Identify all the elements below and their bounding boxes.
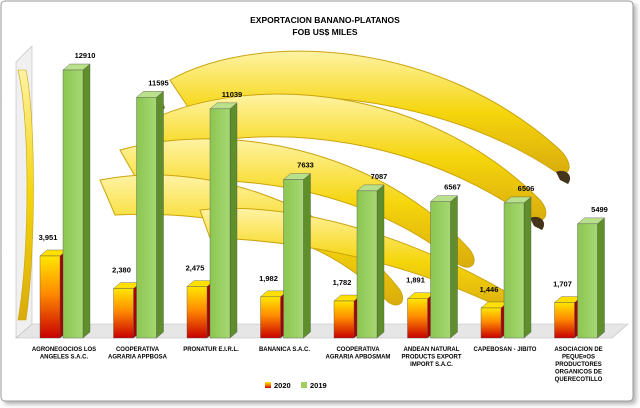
category-label-1: COOPERATIVA AGRARIA APPBOSA [108,347,168,361]
category-label-6: CAPEBOSAN - JIBITO [474,347,537,353]
value-label-2019-2: 11039 [222,90,242,99]
bar-2020-4-front [333,300,355,339]
legend-label-2019: 2019 [310,381,327,390]
bar-2020-5-front [407,298,428,339]
bar-2019-2-front [209,108,231,339]
plot-floor [15,323,629,339]
bar-2019-3 [282,173,312,339]
category-label-line-5-1: PRODUCTS EXPORT [401,355,461,361]
value-label-2020-3: 1,982 [259,274,278,283]
value-label-2019-0: 12910 [75,51,96,60]
bar-2019-7 [576,217,606,339]
chart-title: EXPORTACION BANANO-PLATANOS [250,15,400,25]
category-label-line-5-2: IMPORT S.A.C. [410,362,453,368]
category-label-line-7-2: PRODUCTORES [555,362,602,368]
category-label-line-7-4: QUERECOTILLO [555,377,603,383]
category-label-group: AGRONEGOCIOS LOS ANGELES S.A.C. COOPERATIV… [32,347,603,383]
bar-2019-5-front [430,201,451,339]
bar-2019-4 [356,184,385,339]
category-label-0: AGRONEGOCIOS LOS ANGELES S.A.C. [32,347,96,361]
value-label-2020-7: 1,707 [553,280,572,289]
bar-2019-4-side [376,184,385,339]
legend: 2020 2019 [265,381,327,390]
bar-2020-6-front [480,307,502,339]
category-label-7: ASOCIACION DE PEQUE¤OS PRODUCTORES ORGANICO… [554,347,602,383]
bar-2020-7-front [554,302,575,339]
bar-group [39,63,606,339]
bar-2019-4-front [356,190,378,339]
value-label-2020-0: 3,951 [39,233,58,242]
category-label-line-0-1: ANGELES S.A.C. [40,355,89,361]
bar-2019-6 [503,196,532,339]
bar-2019-2-side [229,102,238,339]
bar-2020-1-front [113,288,134,339]
bar-2019-1-side [156,90,164,339]
bar-2019-3-front [283,179,304,339]
category-label-line-1-1: AGRARIA APPBOSA [108,355,168,361]
category-label-line-3-0: BANANICA S.A.C. [259,347,310,353]
bar-2019-0 [62,63,91,339]
bar-2019-6-front [503,202,525,339]
value-label-2019-3: 7633 [297,161,314,170]
legend-swatch-2020 [265,382,271,388]
legend-swatch-2019 [301,382,307,388]
category-label-line-6-0: CAPEBOSAN - JIBITO [474,347,537,353]
category-label-3: BANANICA S.A.C. [259,347,310,353]
bar-2019-6-side [523,196,532,339]
bar-2020-0-front [39,255,61,339]
bar-2019-5 [429,195,459,339]
category-label-line-4-0: COOPERATIVA [336,347,380,353]
legend-item-2019: 2019 [301,381,327,390]
category-label-line-2-0: PRONATUR E.I.R.L. [183,347,239,353]
bar-2019-7-side [597,217,605,339]
category-label-2: PRONATUR E.I.R.L. [183,347,239,353]
bar-2019-3-side [303,173,311,339]
bar-2019-2 [209,102,238,339]
value-label-2020-6: 1,446 [480,285,499,294]
category-label-5: ANDEAN NATURAL PRODUCTS EXPORT IMPORT S.A.… [401,347,461,368]
legend-item-2020: 2020 [265,381,291,390]
value-label-group: 3,951 12910 2,380 11595 2,475 11039 1,982 7633 1… [39,51,608,294]
bar-2019-1-front [136,97,157,339]
value-label-2020-2: 2,475 [186,264,205,273]
value-label-2020-1: 2,380 [112,266,131,275]
value-label-2019-1: 11595 [148,78,168,87]
value-label-2019-6: 6506 [518,184,535,193]
bar-2020-3-front [260,296,281,339]
category-label-line-5-0: ANDEAN NATURAL [404,347,460,353]
bar-2020-2-front [186,286,208,339]
bar-2019-1 [135,90,165,339]
legend-label-2020: 2020 [274,381,291,390]
value-label-2019-4: 7087 [371,172,388,181]
category-label-line-7-0: ASOCIACION DE [554,347,602,353]
category-label-line-7-1: PEQUE¤OS [562,355,595,361]
value-label-2019-5: 6567 [444,183,461,192]
value-label-2020-5: 1,891 [406,276,425,285]
chart-subtitle: FOB US$ MILES [292,27,358,37]
bar-2020-0 [39,249,68,339]
value-label-2019-7: 5499 [591,205,608,214]
bar-2019-7-front [577,223,598,339]
bar-2019-5-side [450,195,458,339]
bar-2019-0-side [82,63,91,339]
bar-2019-0-front [62,69,84,339]
category-label-line-7-3: ORGANICOS DE [555,370,602,376]
category-label-4: COOPERATIVA AGRARIA APBOSMAM [326,347,391,361]
value-label-2020-4: 1,782 [333,278,352,287]
category-label-line-1-0: COOPERATIVA [116,347,160,353]
category-label-line-4-1: AGRARIA APBOSMAM [326,355,391,361]
category-label-line-0-0: AGRONEGOCIOS LOS [32,347,96,353]
